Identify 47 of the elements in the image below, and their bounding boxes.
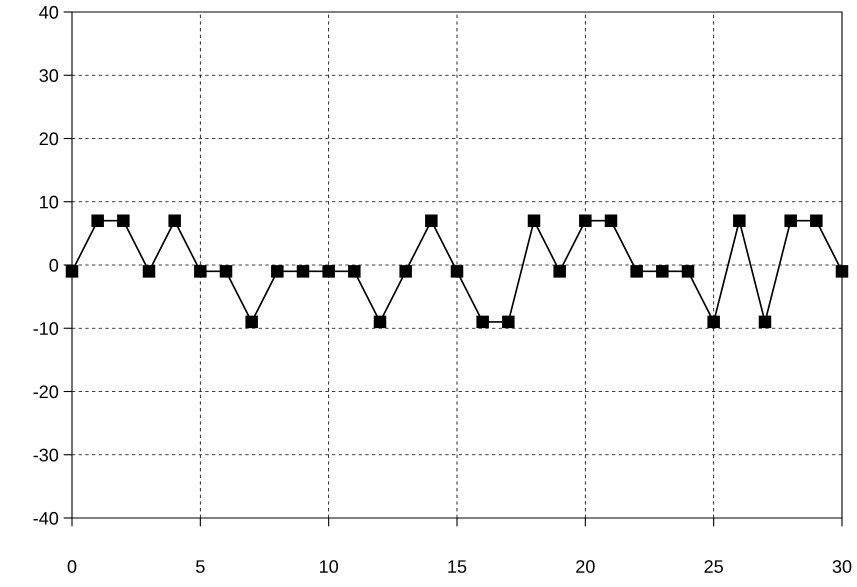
x-tick-label: 15	[448, 560, 466, 573]
x-tick-label: 20	[576, 560, 595, 573]
point	[425, 214, 438, 227]
point	[707, 316, 720, 328]
x-tick-label: 10	[320, 560, 338, 573]
point	[682, 265, 694, 278]
point	[733, 214, 746, 227]
y-tick-label: -40	[34, 512, 58, 525]
point	[322, 265, 335, 278]
point	[450, 265, 464, 278]
point	[296, 265, 310, 278]
x-tick-label: 0	[68, 560, 76, 573]
y-tick-label: 40	[39, 6, 58, 19]
x-tick-label: 25	[704, 560, 723, 573]
y-tick-label: 20	[40, 132, 58, 146]
point	[168, 214, 181, 227]
point	[117, 214, 130, 227]
point	[245, 316, 258, 328]
point	[784, 214, 797, 227]
y-tick-label: 30	[39, 69, 58, 82]
point	[810, 214, 823, 227]
point	[142, 265, 156, 278]
point	[399, 265, 412, 278]
point	[194, 265, 207, 278]
point	[348, 265, 361, 278]
point	[374, 316, 386, 328]
y-tick-label: 0	[49, 258, 58, 272]
point	[528, 214, 540, 227]
point	[476, 316, 489, 328]
point	[656, 265, 669, 278]
point	[66, 265, 78, 278]
y-tick-label: -10	[34, 322, 58, 335]
point	[758, 316, 772, 328]
point	[91, 214, 104, 227]
point	[630, 265, 643, 278]
point	[502, 316, 515, 328]
point	[836, 265, 848, 278]
point	[553, 265, 566, 278]
x-tick-label: 5	[196, 560, 205, 573]
y-tick-label: 10	[40, 196, 58, 208]
point	[271, 265, 284, 278]
x-tick-label: 30	[832, 560, 852, 573]
point	[579, 214, 592, 227]
point	[604, 214, 618, 227]
y-tick-label: -30	[34, 448, 58, 462]
point	[220, 265, 232, 278]
y-tick-label: -20	[34, 385, 58, 398]
